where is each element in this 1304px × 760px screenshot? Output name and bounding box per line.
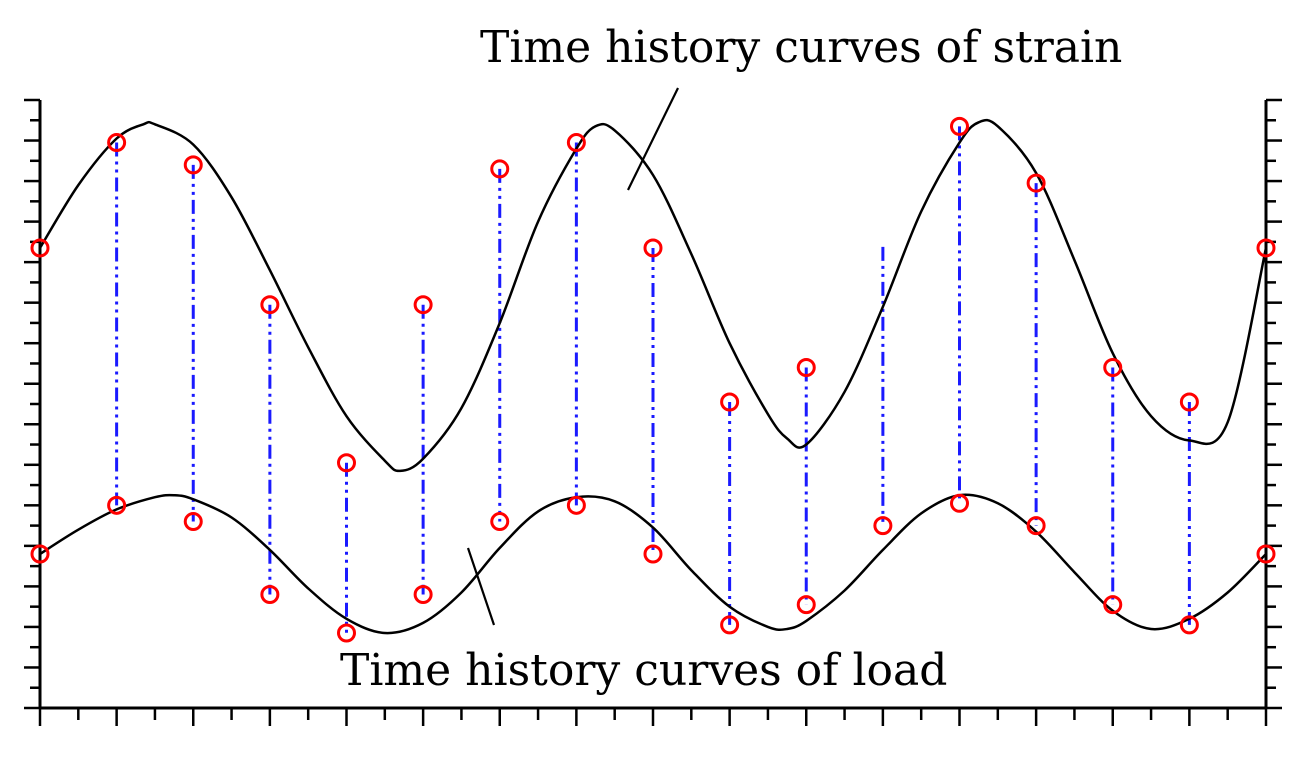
load-curve — [39, 493, 1267, 635]
strain-leader-line — [627, 87, 679, 191]
load-marker — [30, 544, 50, 564]
strain-marker — [183, 155, 203, 175]
leader-lines — [466, 87, 679, 626]
strain-marker — [796, 358, 816, 378]
strain-curve — [38, 118, 1268, 473]
load-marker — [873, 516, 893, 536]
strain-marker — [1103, 358, 1123, 378]
strain-marker — [566, 133, 586, 153]
strain-marker — [720, 392, 740, 412]
strain-marker — [1256, 238, 1276, 258]
load-marker — [1103, 595, 1123, 615]
load-marker — [1026, 516, 1046, 536]
load-leader-line — [466, 547, 496, 626]
axes-frame — [24, 98, 1282, 726]
strain-curve-label: Time history curves of strain — [480, 22, 1122, 73]
strain-marker — [950, 116, 969, 136]
load-marker — [796, 595, 816, 615]
strain-marker — [643, 238, 663, 258]
strain-marker — [413, 295, 433, 315]
load-marker — [566, 495, 586, 515]
sample-markers — [30, 116, 1276, 643]
strain-marker — [1179, 392, 1199, 412]
strain-marker — [337, 453, 356, 473]
strain-marker — [1026, 173, 1046, 193]
load-marker — [1179, 615, 1199, 635]
load-marker — [337, 623, 356, 643]
strain-marker — [260, 295, 280, 315]
load-marker — [1256, 544, 1276, 564]
load-marker — [950, 493, 969, 513]
strain-marker — [107, 133, 127, 153]
load-marker — [413, 585, 433, 605]
strain-marker — [30, 238, 50, 258]
load-marker — [260, 585, 280, 605]
load-marker — [643, 544, 663, 564]
connector-lines — [115, 126, 1191, 634]
load-marker — [107, 495, 127, 515]
load-marker — [490, 512, 510, 532]
strain-marker — [490, 159, 510, 179]
load-curve-label: Time history curves of load — [340, 645, 947, 696]
load-marker — [720, 615, 740, 635]
load-marker — [183, 512, 203, 532]
curves — [38, 118, 1268, 635]
